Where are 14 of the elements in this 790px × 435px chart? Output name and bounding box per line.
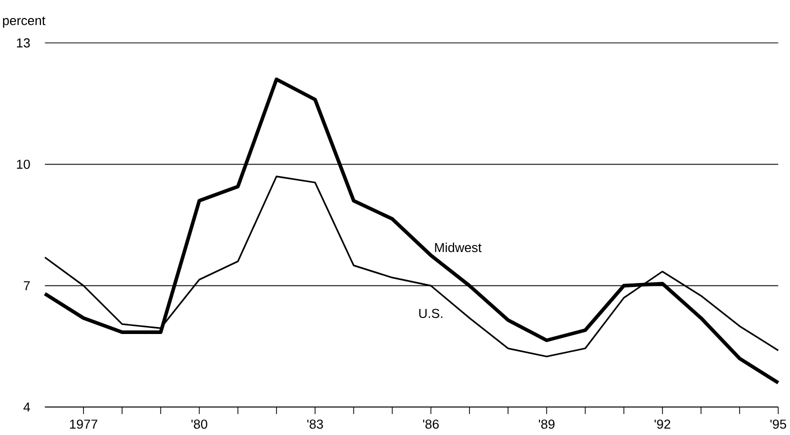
x-tick-label: 1977 xyxy=(70,420,98,429)
y-tick-label: 13 xyxy=(16,38,30,48)
y-tick-label: 10 xyxy=(16,160,30,169)
series-label: U.S. xyxy=(419,308,442,318)
y-tick-label: 4 xyxy=(24,402,30,412)
series-label: Midwest xyxy=(435,242,482,252)
y-tick-label: 7 xyxy=(24,281,30,290)
x-tick-label: '95 xyxy=(770,420,786,429)
x-tick-label: '83 xyxy=(307,420,323,429)
y-axis-title: percent xyxy=(3,16,46,28)
x-tick-label: '92 xyxy=(654,420,670,429)
x-tick-label: '80 xyxy=(191,420,208,429)
x-tick-label: '89 xyxy=(538,420,554,429)
x-tick-label: '86 xyxy=(423,420,439,429)
